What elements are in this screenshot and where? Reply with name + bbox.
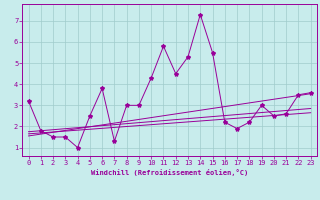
X-axis label: Windchill (Refroidissement éolien,°C): Windchill (Refroidissement éolien,°C) (91, 169, 248, 176)
